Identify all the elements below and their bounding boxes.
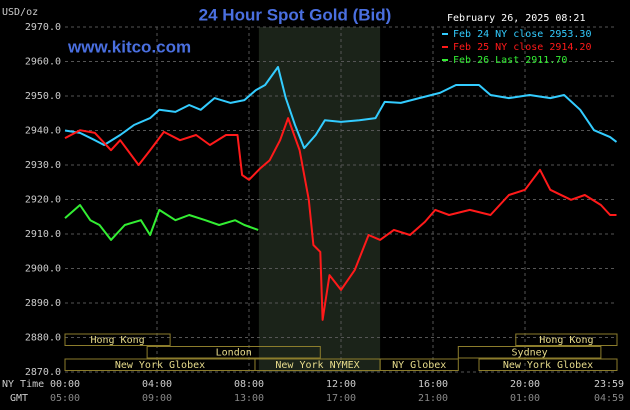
session-box [64,333,171,346]
session-box [146,346,321,359]
x-tick-label-secondary: 01:00 [510,393,540,404]
session-label: NY Globex [392,360,446,371]
x-tick-label: 08:00 [234,379,264,390]
session-label: Hong Kong [90,335,144,346]
watermark: www.kitco.com [67,37,191,56]
series-line [64,66,618,150]
y-axis-label: USD/oz [2,7,38,18]
y-tick-label: 2880.0 [25,333,61,344]
x-axis-label-secondary: GMT [10,393,28,404]
chart-title: 24 Hour Spot Gold (Bid) [199,5,392,24]
x-tick-label-secondary: 05:00 [50,393,80,404]
x-tick-label-secondary: 17:00 [326,393,356,404]
legend-label: Feb 24 NY close 2953.30 [453,29,591,40]
timestamp: February 26, 2025 08:21 [447,13,585,24]
y-tick-label: 2900.0 [25,264,61,275]
y-tick-label: 2950.0 [25,91,61,102]
x-tick-label: 04:00 [142,379,172,390]
y-tick-label: 2920.0 [25,195,61,206]
legend-label: Feb 25 NY close 2914.20 [453,42,591,53]
session-label: New York Globex [115,360,205,371]
session-box [457,346,602,359]
y-tick-label: 2870.0 [25,367,61,378]
session-box [478,358,618,371]
session-box [379,358,459,371]
y-tick-label: 2970.0 [25,22,61,33]
session-label: New York Globex [503,360,593,371]
session-label: London [216,348,252,359]
x-tick-label: 16:00 [418,379,448,390]
y-tick-label: 2910.0 [25,229,61,240]
x-tick-label-secondary: 04:59 [594,393,624,404]
x-tick-label-secondary: 21:00 [418,393,448,404]
session-box [515,333,618,346]
x-tick-label-secondary: 09:00 [142,393,172,404]
x-tick-label: 23:59 [594,379,624,390]
legend-label: Feb 26 Last 2911.70 [453,55,567,66]
y-tick-label: 2890.0 [25,298,61,309]
x-tick-label: 00:00 [50,379,80,390]
session-label: New York NYMEX [275,360,359,371]
y-tick-label: 2940.0 [25,126,61,137]
x-tick-label-secondary: 13:00 [234,393,264,404]
x-axis-label: NY Time [2,379,44,390]
x-tick-label: 12:00 [326,379,356,390]
session-label: Sydney [512,348,548,359]
session-label: Hong Kong [539,335,593,346]
y-tick-label: 2960.0 [25,57,61,68]
x-tick-label: 20:00 [510,379,540,390]
series-line [64,117,617,321]
series-line [64,204,259,241]
y-tick-label: 2930.0 [25,160,61,171]
